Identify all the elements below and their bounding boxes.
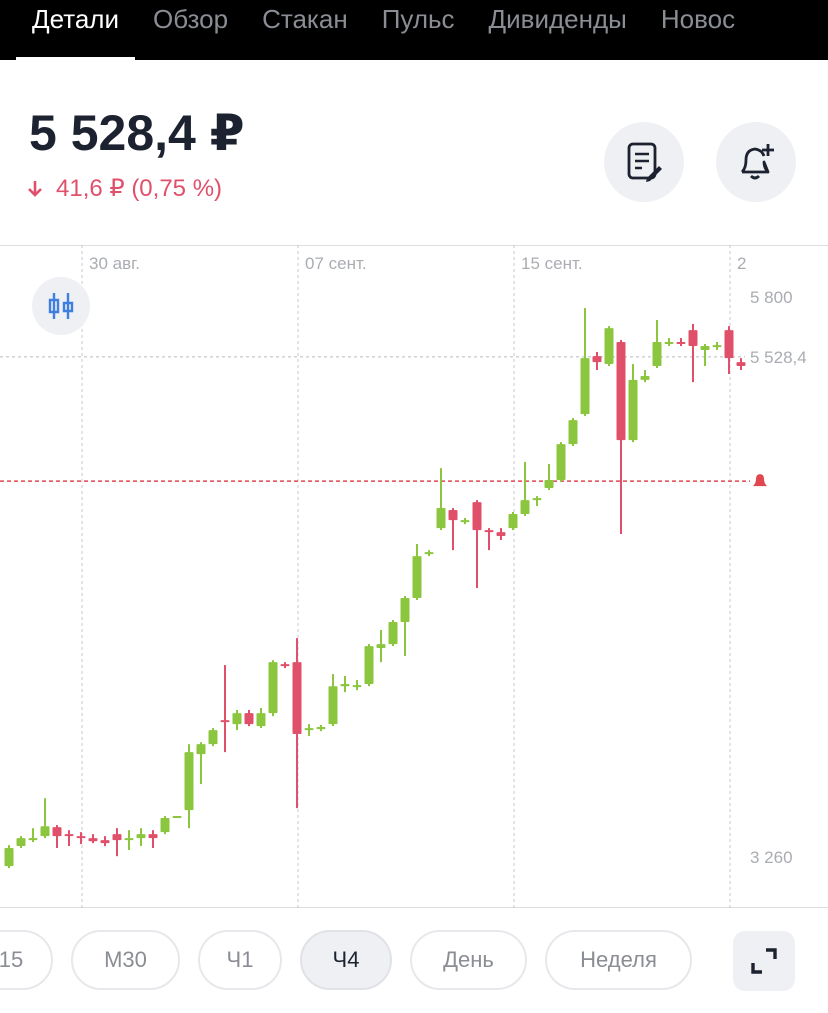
notes-button[interactable] — [604, 122, 684, 202]
price: 5 528,4 ₽ — [29, 105, 245, 161]
candle-body — [736, 362, 746, 367]
candle-body — [4, 848, 14, 867]
candle-body — [124, 838, 134, 841]
candle-body — [364, 646, 374, 684]
candle-body — [88, 838, 98, 842]
timeframe-button[interactable]: Неделя — [545, 930, 692, 990]
candle-body — [412, 556, 422, 598]
candle-body — [724, 330, 734, 359]
x-tick-label: 2 — [737, 254, 746, 273]
tab[interactable]: Дивиденды — [488, 4, 627, 34]
notes-icon — [627, 142, 662, 182]
tab[interactable]: Новос — [660, 4, 736, 34]
candle-body — [64, 834, 74, 837]
candle-body — [232, 713, 242, 725]
candle-body — [136, 834, 146, 839]
tab-bar: Детали Обзор Стакан Пульс Дивиденды Новос — [0, 0, 828, 60]
candle-body — [352, 685, 362, 688]
x-tick-label: 15 сент. — [521, 254, 583, 273]
indicator-button[interactable] — [32, 277, 90, 335]
candlestick-chart: 30 авг. 07 сент. 15 сент. 2 3 260 5 800 5 528,… — [0, 245, 828, 908]
candle-body — [712, 345, 722, 348]
timeframe-bar: 15 M30 Ч1 Ч4 День Неделя — [0, 930, 692, 990]
candle-body — [652, 342, 662, 367]
candle-body — [208, 730, 218, 745]
candle-body — [328, 686, 338, 725]
tab[interactable]: Детали — [16, 0, 135, 60]
candle-body — [484, 530, 494, 533]
candle-body — [628, 379, 638, 441]
down-arrow — [28, 181, 42, 197]
timeframe-button[interactable]: День — [410, 930, 527, 990]
candle-body — [472, 502, 482, 531]
candle-body — [148, 834, 158, 839]
candle-body — [688, 330, 698, 346]
candle-body — [640, 375, 650, 380]
candle-body — [424, 552, 434, 555]
candle-body — [700, 345, 710, 350]
indicator-icon — [48, 293, 74, 319]
candle-body — [604, 328, 614, 365]
candle-body — [544, 480, 554, 488]
candle-body — [592, 356, 602, 363]
timeframe-button[interactable]: Ч4 — [300, 930, 392, 990]
candle-body — [76, 836, 86, 839]
bell-icon — [740, 144, 774, 180]
candle-body — [112, 834, 122, 841]
timeframe-button[interactable]: M30 — [71, 930, 180, 990]
candle-body — [520, 500, 530, 514]
candle-body — [100, 840, 110, 844]
candle-body — [460, 520, 470, 523]
price-change: 41,6 ₽ (0,75 %) — [56, 175, 223, 202]
candle-body — [676, 342, 686, 345]
expand-icon — [751, 948, 777, 974]
candle-body — [388, 622, 398, 645]
candle-body — [316, 726, 326, 730]
candle-body — [160, 818, 170, 833]
candle-body — [220, 720, 230, 723]
tab[interactable]: Пульс — [381, 4, 455, 34]
price-line-label: 5 528,4 — [750, 348, 807, 367]
candle-body — [436, 508, 446, 529]
candle-body — [280, 664, 290, 667]
candle-body — [532, 498, 542, 501]
candle-body — [16, 838, 26, 847]
candle-body — [256, 713, 266, 727]
candle-body — [244, 713, 254, 725]
candle-body — [184, 752, 194, 811]
candle-body — [292, 662, 302, 735]
candle-body — [508, 513, 518, 529]
tab[interactable]: Обзор — [152, 4, 229, 34]
y-tick-label: 5 800 — [750, 288, 793, 307]
candle-body — [340, 683, 350, 687]
candle-body — [376, 644, 386, 649]
candle-body — [268, 662, 278, 714]
candle-body — [568, 420, 578, 445]
candle-body — [448, 510, 458, 521]
alert-button[interactable] — [716, 122, 796, 202]
candle-body — [616, 342, 626, 441]
candle-body — [40, 826, 50, 837]
candle-body — [172, 816, 182, 819]
candle-body — [28, 838, 38, 841]
tab[interactable]: Стакан — [262, 4, 348, 34]
timeframe-button[interactable]: 15 — [0, 930, 53, 990]
candle-body — [52, 827, 62, 837]
candle-body — [664, 342, 674, 345]
candle-body — [196, 744, 206, 755]
x-tick-label: 07 сент. — [305, 254, 367, 273]
candle-body — [580, 358, 590, 415]
candle-body — [556, 444, 566, 481]
alert-bell — [753, 474, 767, 487]
timeframe-button[interactable]: Ч1 — [198, 930, 282, 990]
candle-body — [304, 728, 314, 731]
candle-body — [400, 597, 410, 623]
x-tick-label: 30 авг. — [89, 254, 140, 273]
expand-button[interactable] — [733, 931, 795, 991]
y-tick-label: 3 260 — [750, 848, 793, 867]
candle-body — [496, 532, 506, 537]
